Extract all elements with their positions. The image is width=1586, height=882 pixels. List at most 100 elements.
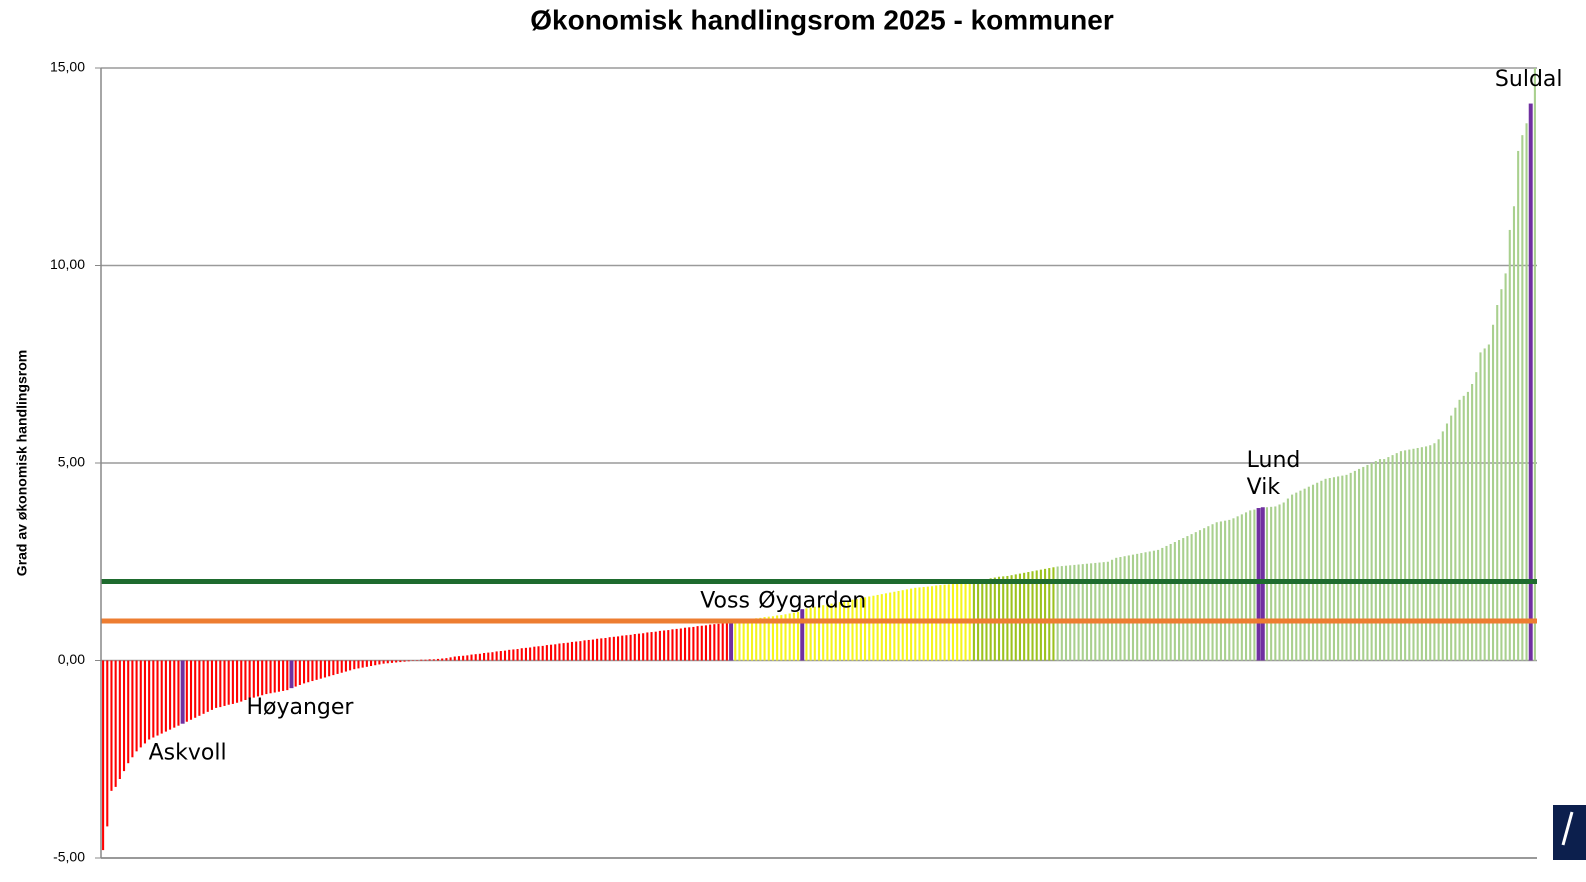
bar (1002, 576, 1005, 661)
bar (244, 660, 247, 700)
bar (194, 660, 197, 718)
bar (529, 647, 532, 661)
bar (1391, 455, 1394, 661)
bar (679, 628, 682, 661)
bar (1425, 446, 1428, 661)
bar (206, 660, 209, 712)
grid: -5,00 0,00 5,00 10,00 15,00 (50, 59, 1537, 865)
bar (1496, 305, 1499, 661)
bar (378, 660, 381, 665)
bar (1295, 492, 1298, 661)
bar (591, 639, 594, 661)
bar (298, 660, 301, 685)
bar (797, 611, 800, 661)
bar (1073, 564, 1076, 661)
bar (303, 660, 306, 684)
bar-annotation: Høyanger (246, 695, 354, 720)
bar (1291, 494, 1294, 661)
bar (1115, 557, 1118, 661)
bar (780, 615, 783, 661)
bar (1416, 447, 1419, 661)
bar (1437, 439, 1440, 661)
bar (1429, 445, 1432, 661)
bar-annotation: Lund (1247, 448, 1301, 473)
bar (1362, 466, 1365, 661)
bar (1256, 508, 1261, 661)
bar (445, 658, 448, 661)
bar (616, 636, 620, 661)
bar (148, 660, 151, 740)
bar (122, 660, 126, 772)
bar (1131, 554, 1135, 661)
bar-annotation: Voss (700, 588, 750, 613)
bar (512, 649, 515, 661)
bar (683, 627, 687, 661)
bar (830, 603, 833, 661)
bar (1508, 229, 1511, 661)
bar (1374, 461, 1377, 661)
bar (558, 643, 561, 661)
bar (562, 643, 565, 661)
bar (637, 633, 641, 661)
bar (704, 625, 708, 661)
chart-title: Økonomisk handlingsrom 2025 - kommuner (530, 4, 1114, 35)
bar (1228, 519, 1231, 661)
bar (1236, 516, 1239, 661)
bar (449, 657, 452, 661)
logo-fragment (1553, 805, 1586, 860)
bar (1408, 449, 1411, 661)
bar (273, 660, 276, 693)
bar (1311, 484, 1315, 661)
bar (1512, 206, 1516, 661)
bar (382, 660, 385, 664)
bar (1240, 514, 1243, 661)
bar (650, 632, 653, 661)
bar (1244, 512, 1248, 661)
bar (575, 641, 578, 661)
reference-lines (101, 579, 1537, 859)
bar (1018, 573, 1022, 661)
bar (537, 646, 540, 661)
bar (633, 634, 636, 661)
bar (1207, 526, 1210, 661)
bar (776, 615, 779, 661)
bar (139, 660, 142, 748)
bar (1445, 423, 1449, 661)
bar (717, 623, 720, 661)
bar (1341, 475, 1344, 661)
bar (721, 622, 724, 661)
bar (436, 658, 440, 661)
bar (1194, 532, 1197, 661)
bar (1525, 123, 1528, 661)
bar (223, 660, 226, 706)
bar (369, 660, 373, 667)
bar (390, 660, 394, 663)
bar (160, 660, 163, 734)
bar (763, 617, 766, 661)
bar (483, 652, 486, 661)
bar (152, 660, 155, 738)
bar (336, 660, 339, 674)
bar (1370, 463, 1373, 661)
bar (709, 624, 712, 661)
bar (1337, 476, 1340, 661)
bar (784, 614, 787, 661)
bar (1190, 534, 1193, 661)
bar (344, 660, 347, 672)
bar (282, 660, 285, 691)
bar (1332, 477, 1335, 661)
bar (1249, 510, 1252, 661)
bar (738, 620, 741, 661)
bar (625, 635, 628, 661)
bar (864, 597, 867, 661)
bar (646, 632, 649, 661)
bar (289, 660, 294, 689)
bar (1528, 103, 1533, 661)
bar (621, 635, 624, 661)
bar (746, 619, 749, 661)
bar (1144, 552, 1147, 661)
bar (1161, 547, 1164, 661)
bar (1023, 572, 1026, 661)
bar (725, 622, 728, 661)
